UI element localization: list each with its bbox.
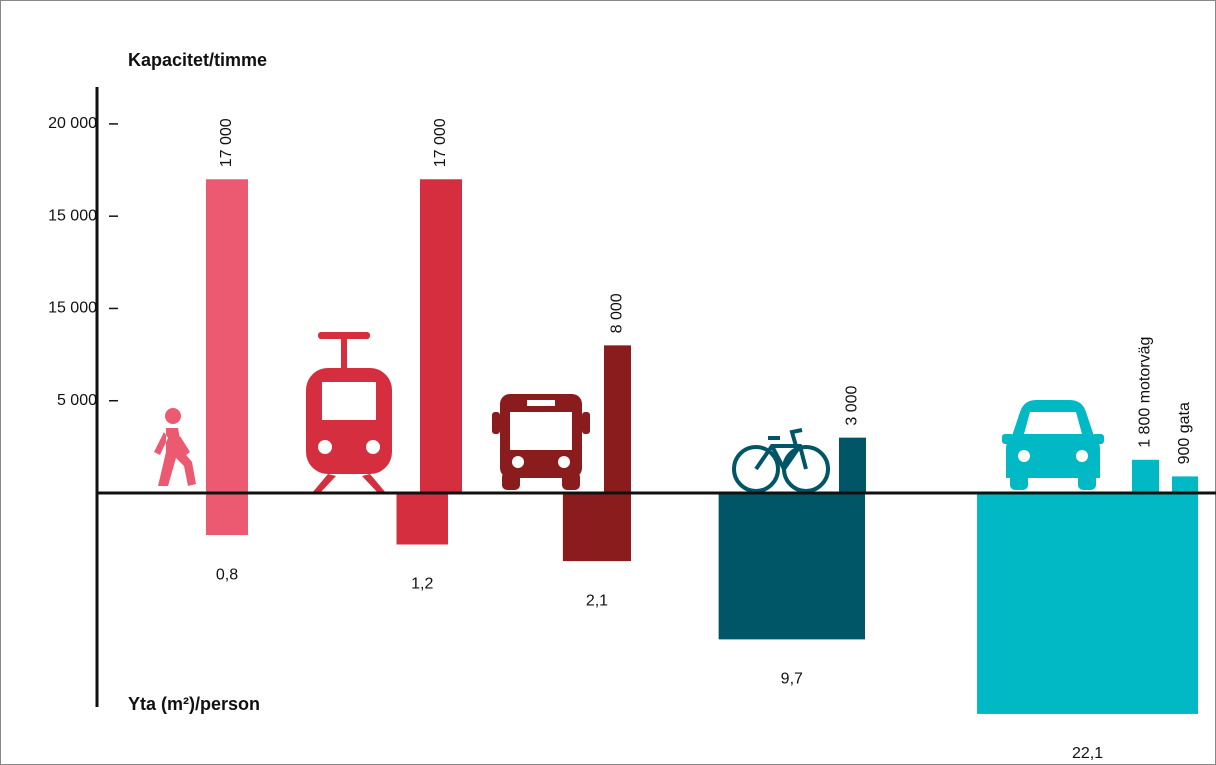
area-label: 9,7 [781,671,803,688]
capacity-label: 1 800 motorväg [1137,337,1154,448]
capacity-bar [1172,476,1198,493]
y-tick-label: 5 000 [57,392,97,409]
capacity-bar [206,179,248,494]
capacity-bar [839,437,866,493]
tram-icon [306,332,392,493]
y-axis-label: Kapacitet/timme [128,50,267,70]
area-label: 2,1 [586,592,608,609]
walk-icon [154,408,196,486]
area-bar [396,493,448,545]
capacity-label: 17 000 [218,118,235,167]
area-label: 22,1 [1072,745,1103,762]
capacity-bar [1132,459,1159,493]
capacity-label: 17 000 [432,118,449,167]
capacity-label: 8 000 [609,293,626,333]
bike-icon [732,428,830,493]
capacity-label: 900 gata [1176,402,1193,464]
area-bar [718,493,865,640]
y-tick-label: 15 000 [48,207,97,224]
y-tick-label: 20 000 [48,115,97,132]
y2-axis-label: Yta (m²)/person [128,694,260,714]
area-label: 0,8 [216,566,238,583]
area-bar [977,493,1198,714]
capacity-bar [420,179,462,494]
area-label: 1,2 [411,576,433,593]
y-tick-label: 15 000 [48,300,97,317]
capacity-label: 3 000 [844,385,861,425]
capacity-bar [604,345,631,493]
car-icon [1002,400,1104,490]
bus-icon [492,394,590,490]
area-bar [205,493,248,536]
area-bar [562,493,631,562]
